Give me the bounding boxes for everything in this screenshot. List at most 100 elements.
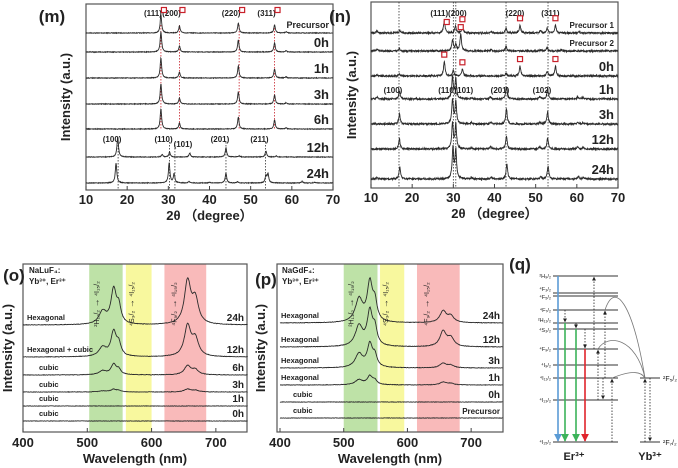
trace-label: 1h [599, 82, 614, 97]
plot-frame [22, 263, 248, 433]
trace-label: 24h [307, 166, 329, 181]
trace-label: 3h [314, 87, 329, 102]
hexagonal-hkl-label: (100) [103, 135, 122, 144]
xrd-trace [85, 56, 334, 80]
emission-band [380, 264, 405, 432]
pl-spectrum [22, 277, 248, 326]
cubic-phase-marker [160, 6, 168, 14]
hexagonal-hkl-label: (102) [533, 86, 552, 95]
x-tick-label: 70 [611, 190, 625, 205]
x-tick-label: 20 [120, 192, 134, 207]
host-composition: NaLuF₄: [29, 266, 60, 275]
pl-spectrum [280, 340, 503, 369]
dopant-ions: Yb³⁺, Er³⁺ [282, 277, 319, 286]
trace-label: 0h [314, 35, 329, 50]
phase-label: cubic [39, 409, 59, 418]
panel-label: (q) [509, 255, 531, 274]
host-composition: NaGdF₄: [282, 266, 315, 275]
x-tick-label: 10 [364, 190, 378, 205]
phase-label: Hexagonal [281, 311, 319, 320]
hexagonal-hkl-label: (201) [211, 135, 230, 144]
time-label: 0h [232, 409, 244, 420]
emission-band [416, 264, 460, 432]
x-tick-label: 50 [528, 190, 542, 205]
er-level-label: ⁴I₁₅/₂ [539, 439, 551, 446]
er-level-label: ⁴I₉/₂ [541, 362, 551, 369]
transition-to: ⁴I₁₅/₂ [424, 282, 431, 297]
arrow-icon: → [91, 296, 101, 310]
cubic-phase-marker [441, 51, 448, 58]
time-label: 12h [227, 345, 244, 356]
arrow-icon: → [126, 297, 136, 311]
cubic-phase-marker [239, 6, 246, 14]
dopant-ions: Yb³⁺, Er³⁺ [29, 277, 66, 286]
time-label: 1h [488, 373, 500, 384]
x-axis-label: 2θ （degree） [451, 206, 538, 221]
hexagonal-hkl-label: (110) [438, 86, 457, 95]
cubic-phase-marker [459, 16, 466, 23]
phase-label: cubic [39, 394, 59, 403]
time-label: 24h [227, 313, 244, 324]
xrd-trace [85, 83, 334, 106]
xrd-panel-m: Precursor 0h 1h 3h 6h 12h 24h (111) (200) (220) (3… [39, 3, 340, 223]
trace-label: 12h [307, 140, 329, 155]
cubic-hkl-label: (311) [541, 9, 560, 18]
phase-label: Hexagonal [281, 356, 319, 365]
er-level-label: ⁴F₇/₂ [540, 307, 551, 314]
y-axis-label: Intensity (a.u.) [344, 51, 359, 139]
phase-label: cubic [293, 406, 313, 415]
cubic-hkl-label: (200) [448, 9, 467, 18]
xrd-trace [370, 98, 619, 127]
xrd-trace [85, 30, 334, 54]
plot-frame [276, 263, 504, 433]
xrd-trace [85, 162, 334, 185]
er-level-label: ⁴F₅/₂ [539, 294, 551, 301]
transition-to: ⁴I₁₅/₂ [383, 282, 390, 297]
x-tick-label: 400 [12, 435, 34, 450]
cubic-phase-marker [179, 6, 186, 14]
arrow-icon: → [380, 297, 390, 311]
energy-transfer-curve [611, 372, 646, 379]
transition-label: ⁴S₃/₂ → ⁴I₁₅/₂ [126, 282, 136, 326]
xrd-trace [370, 32, 618, 54]
time-label: 6h [232, 363, 244, 374]
trace-label: Precursor 2 [570, 39, 615, 48]
x-tick-label: 10 [79, 192, 93, 207]
cubic-phase-marker [552, 15, 559, 22]
x-tick-label: 30 [161, 192, 175, 207]
transition-label: ⁴S₃/₂ → ⁴I₁₅/₂ [380, 282, 390, 326]
pl-spectrum [279, 276, 503, 324]
transition-label: ⁴F₉/₂ → ⁴I₁₅/₂ [421, 282, 431, 326]
cubic-phase-marker [459, 59, 466, 66]
er-level-label: ⁴I₁₃/₂ [539, 397, 551, 404]
pl-spectrum [22, 362, 248, 376]
cubic-phase-marker [457, 24, 464, 31]
yb-level-label: ²F₇/₂ [663, 440, 677, 447]
xrd-trace [370, 59, 619, 79]
trace-label: Precursor 1 [570, 21, 615, 30]
phase-label: Hexagonal + cubic [27, 345, 93, 354]
cubic-phase-marker [274, 6, 281, 14]
er-ion-label: Er³⁺ [563, 451, 584, 463]
hexagonal-hkl-label: (101) [174, 140, 193, 149]
y-axis-label: Intensity (a.u.) [0, 304, 15, 392]
time-label: 3h [232, 380, 244, 391]
x-axis-label: 2θ （degree） [166, 208, 253, 223]
x-tick-label: 600 [141, 435, 163, 450]
transition-to: ⁴I₁₅/₂ [349, 281, 356, 296]
pl-spectrum [280, 374, 503, 386]
er-level-label: ⁴F₉/₂ [539, 346, 551, 353]
xrd-trace [85, 108, 334, 131]
hexagonal-hkl-label: (100) [384, 86, 403, 95]
cubic-hkl-label: (111) [144, 9, 162, 18]
phase-label: cubic [39, 363, 59, 372]
x-tick-label: 500 [333, 435, 355, 450]
arrow-icon: → [346, 296, 356, 310]
yb-level-label: ²F₅/₂ [663, 376, 677, 383]
transition-from: ²H₁₁/₂ [349, 310, 356, 327]
hexagonal-hkl-label: (201) [491, 86, 510, 95]
xrd-trace [370, 144, 619, 182]
